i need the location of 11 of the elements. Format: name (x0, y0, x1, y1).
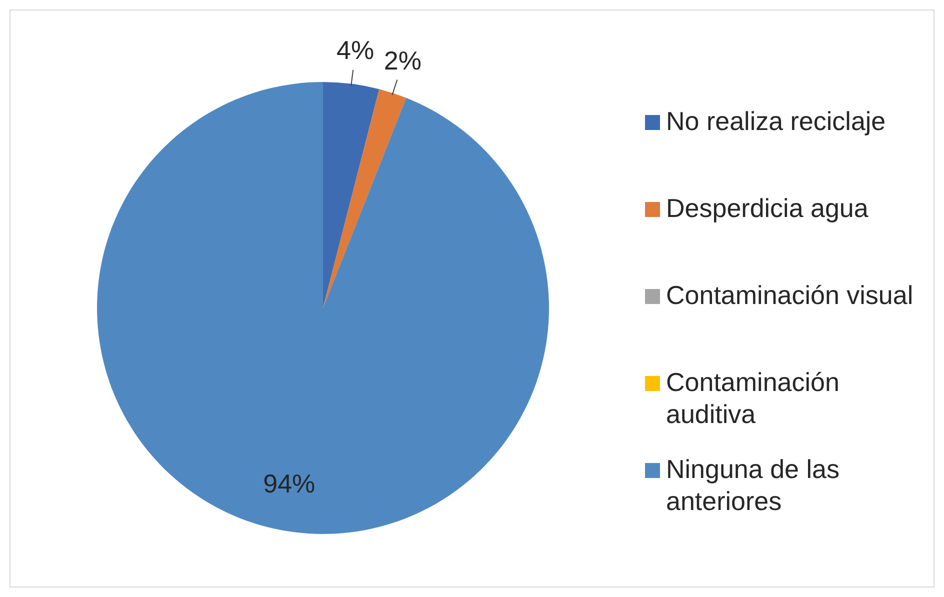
pie-slice (323, 82, 380, 308)
data-label: 2% (384, 46, 422, 76)
legend-label: Ninguna de las anteriores (666, 454, 840, 516)
pie-slice (323, 89, 406, 308)
pie-slice (97, 82, 549, 534)
legend-label: Contaminación visual (666, 280, 914, 310)
data-label: 4% (336, 34, 374, 65)
legend-label: No realiza reciclaje (666, 106, 886, 136)
legend-label: Desperdicia agua (666, 192, 869, 223)
legend-label: Contaminación auditiva (666, 366, 840, 429)
data-label: 94% (263, 468, 316, 498)
